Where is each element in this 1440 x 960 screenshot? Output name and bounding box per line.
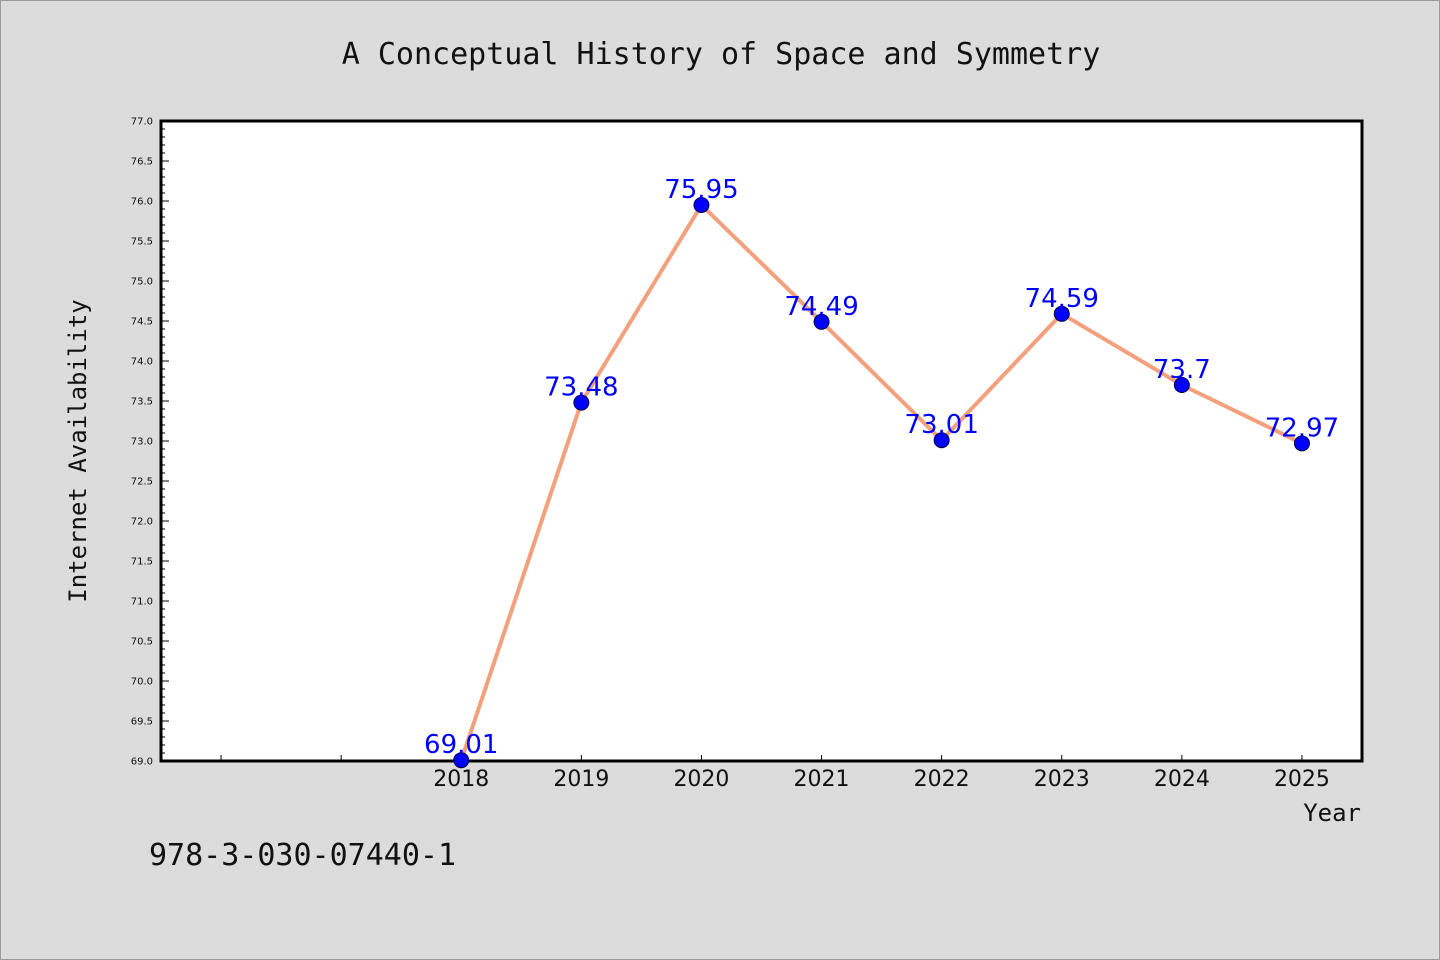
y-tick-label: 76.0 [131,197,153,208]
data-point [1053,305,1070,322]
data-label: 69.01 [424,730,498,760]
series-layer: 69.01 73.48 75.95 74.49 73.01 74.59 73.7 72.97 [424,175,1339,769]
x-tick-label: 2021 [794,767,850,792]
y-tick-label: 77.0 [131,117,153,128]
x-axis: 2018 2019 2020 2021 2022 2023 2024 2025 [220,755,1330,792]
data-label: 73.48 [544,373,618,403]
x-tick-label: 2023 [1034,767,1090,792]
footer-code: 978-3-030-07440-1 [149,838,456,873]
x-tick-label: 2025 [1274,767,1330,792]
data-point [1293,435,1310,452]
y-tick-label: 69.5 [131,717,153,728]
y-tick-label: 74.0 [131,357,153,368]
x-tick-label: 2022 [914,767,970,792]
x-axis-label: Year [1303,799,1361,827]
data-point [693,197,710,213]
y-tick-label: 72.0 [131,517,153,528]
data-label: 74.49 [784,292,858,322]
x-tick-label: 2018 [433,767,489,792]
plot-area [159,119,1364,763]
x-tick-label: 2019 [553,767,609,792]
series-line [459,203,1304,763]
x-tick-label: 2024 [1154,767,1210,792]
y-tick-label: 71.5 [131,557,153,568]
chart-title: A Conceptual History of Space and Symmet… [342,37,1101,72]
data-point [573,394,590,411]
data-label: 72.97 [1265,413,1339,443]
y-axis: 69.0 69.5 70.0 70.5 71.0 71.5 72.0 72.5 73.0 73.5… [131,117,169,768]
data-point [1173,377,1190,393]
y-tick-label: 73.0 [131,437,153,448]
data-label: 73.01 [904,410,978,440]
data-point [813,313,830,330]
data-label: 74.59 [1025,284,1099,314]
y-tick-label: 75.5 [131,237,153,248]
y-axis-label: Internet Availability [64,299,92,602]
data-point [453,752,470,769]
y-tick-label: 70.0 [131,677,153,688]
y-tick-label: 73.5 [131,397,153,408]
y-tick-label: 72.5 [131,477,153,488]
y-tick-label: 71.0 [131,597,153,608]
y-tick-label: 75.0 [131,277,153,288]
data-label: 73.7 [1153,355,1211,385]
y-tick-label: 70.5 [131,637,153,648]
y-tick-label: 76.5 [131,157,153,168]
data-point [933,432,950,449]
x-tick-label: 2020 [673,767,729,792]
data-label: 75.95 [664,175,738,205]
y-tick-label: 69.0 [131,757,153,768]
y-tick-label: 74.5 [131,317,153,328]
